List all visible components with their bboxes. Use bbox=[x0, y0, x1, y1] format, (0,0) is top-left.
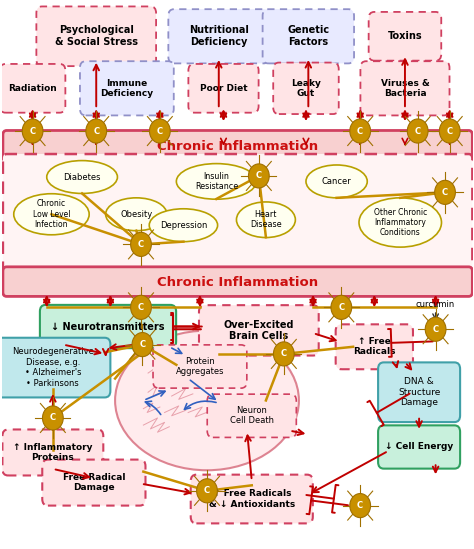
Text: C: C bbox=[357, 126, 363, 136]
Ellipse shape bbox=[106, 198, 167, 231]
Text: Psychological
& Social Stress: Psychological & Social Stress bbox=[55, 25, 138, 47]
FancyBboxPatch shape bbox=[378, 425, 460, 469]
Text: ↑ Free
Radicals: ↑ Free Radicals bbox=[353, 337, 396, 356]
Text: C: C bbox=[256, 171, 262, 181]
FancyBboxPatch shape bbox=[2, 429, 103, 475]
FancyBboxPatch shape bbox=[36, 7, 156, 66]
Text: C: C bbox=[415, 126, 421, 136]
Text: Over-Excited
Brain Cells: Over-Excited Brain Cells bbox=[224, 320, 294, 341]
Ellipse shape bbox=[237, 202, 295, 238]
FancyBboxPatch shape bbox=[3, 131, 473, 161]
FancyBboxPatch shape bbox=[378, 362, 460, 422]
FancyBboxPatch shape bbox=[360, 61, 449, 115]
FancyBboxPatch shape bbox=[0, 64, 65, 113]
Ellipse shape bbox=[14, 194, 89, 235]
Ellipse shape bbox=[306, 165, 367, 198]
FancyBboxPatch shape bbox=[369, 12, 441, 60]
FancyBboxPatch shape bbox=[168, 9, 269, 63]
Text: ↓ Neurotransmitters: ↓ Neurotransmitters bbox=[51, 322, 165, 332]
Text: C: C bbox=[204, 486, 210, 495]
Text: Nutritional
Deficiency: Nutritional Deficiency bbox=[189, 25, 249, 47]
Circle shape bbox=[350, 119, 371, 143]
Text: Other Chronic
Inflammatory
Conditions: Other Chronic Inflammatory Conditions bbox=[374, 208, 427, 237]
Ellipse shape bbox=[115, 330, 299, 470]
Circle shape bbox=[435, 180, 456, 204]
Text: C: C bbox=[29, 126, 36, 136]
Circle shape bbox=[86, 119, 107, 143]
Text: ↑ Inflammatory
Proteins: ↑ Inflammatory Proteins bbox=[13, 443, 92, 462]
FancyBboxPatch shape bbox=[153, 345, 247, 388]
FancyBboxPatch shape bbox=[42, 460, 146, 506]
Text: ↓ Cell Energy: ↓ Cell Energy bbox=[385, 442, 453, 451]
Circle shape bbox=[331, 295, 352, 320]
Text: Free Radical
Damage: Free Radical Damage bbox=[63, 473, 125, 492]
Text: C: C bbox=[138, 240, 144, 249]
FancyBboxPatch shape bbox=[263, 9, 354, 63]
Text: Neurodegenerative
Disease, e.g.
• Alzheimer's
• Parkinsons: Neurodegenerative Disease, e.g. • Alzhei… bbox=[12, 348, 94, 388]
Text: C: C bbox=[139, 340, 146, 349]
Ellipse shape bbox=[47, 161, 118, 193]
Text: Protein
Aggregates: Protein Aggregates bbox=[176, 357, 224, 376]
Text: C: C bbox=[338, 303, 345, 312]
Text: Genetic
Factors: Genetic Factors bbox=[287, 25, 329, 47]
Text: C: C bbox=[281, 349, 287, 358]
Circle shape bbox=[197, 479, 218, 503]
FancyBboxPatch shape bbox=[336, 324, 413, 369]
Circle shape bbox=[407, 119, 428, 143]
Text: Poor Diet: Poor Diet bbox=[200, 84, 247, 93]
Circle shape bbox=[132, 333, 153, 357]
Text: ↑ Free Radicals
& ↓ Antioxidants: ↑ Free Radicals & ↓ Antioxidants bbox=[209, 489, 295, 509]
Text: Leaky
Gut: Leaky Gut bbox=[291, 79, 321, 98]
Text: C: C bbox=[157, 126, 163, 136]
Text: C: C bbox=[442, 188, 448, 197]
Text: Radiation: Radiation bbox=[8, 84, 57, 93]
Ellipse shape bbox=[359, 198, 441, 247]
Text: Insulin
Resistance: Insulin Resistance bbox=[195, 172, 238, 191]
Circle shape bbox=[439, 119, 460, 143]
Circle shape bbox=[273, 342, 294, 366]
Text: Chronic Inflammation: Chronic Inflammation bbox=[157, 276, 318, 289]
Ellipse shape bbox=[176, 164, 256, 199]
Circle shape bbox=[131, 232, 151, 256]
Circle shape bbox=[350, 494, 371, 518]
Text: Chronic Inflammation: Chronic Inflammation bbox=[157, 140, 318, 153]
Text: Cancer: Cancer bbox=[322, 177, 352, 186]
Circle shape bbox=[131, 295, 151, 320]
Text: Depression: Depression bbox=[160, 221, 207, 229]
FancyBboxPatch shape bbox=[0, 338, 110, 397]
Circle shape bbox=[248, 164, 269, 188]
Text: C: C bbox=[433, 325, 438, 334]
FancyBboxPatch shape bbox=[207, 394, 296, 438]
Circle shape bbox=[149, 119, 170, 143]
Text: Immune
Deficiency: Immune Deficiency bbox=[100, 79, 154, 98]
FancyBboxPatch shape bbox=[191, 475, 313, 523]
Text: Heart
Disease: Heart Disease bbox=[250, 210, 282, 229]
Text: Viruses &
Bacteria: Viruses & Bacteria bbox=[381, 79, 429, 98]
Ellipse shape bbox=[149, 209, 218, 242]
Circle shape bbox=[22, 119, 43, 143]
Text: C: C bbox=[357, 501, 363, 510]
Text: C: C bbox=[138, 303, 144, 312]
Text: C: C bbox=[93, 126, 99, 136]
Text: Neuron
Cell Death: Neuron Cell Death bbox=[230, 406, 274, 425]
Text: Toxins: Toxins bbox=[388, 31, 422, 41]
Circle shape bbox=[43, 406, 63, 430]
FancyBboxPatch shape bbox=[80, 61, 174, 115]
Text: Chronic
Low Level
Infection: Chronic Low Level Infection bbox=[33, 199, 70, 229]
Circle shape bbox=[425, 317, 446, 341]
Text: Obesity: Obesity bbox=[120, 210, 153, 219]
Text: Diabetes: Diabetes bbox=[64, 172, 101, 182]
Text: DNA &
Structure
Damage: DNA & Structure Damage bbox=[398, 377, 440, 407]
FancyBboxPatch shape bbox=[3, 267, 473, 296]
FancyBboxPatch shape bbox=[3, 154, 473, 276]
Text: C: C bbox=[447, 126, 453, 136]
FancyBboxPatch shape bbox=[273, 63, 339, 114]
FancyBboxPatch shape bbox=[199, 305, 319, 356]
Text: curcumin: curcumin bbox=[416, 300, 455, 309]
Text: C: C bbox=[50, 413, 56, 423]
FancyBboxPatch shape bbox=[40, 305, 176, 348]
FancyBboxPatch shape bbox=[188, 64, 259, 113]
